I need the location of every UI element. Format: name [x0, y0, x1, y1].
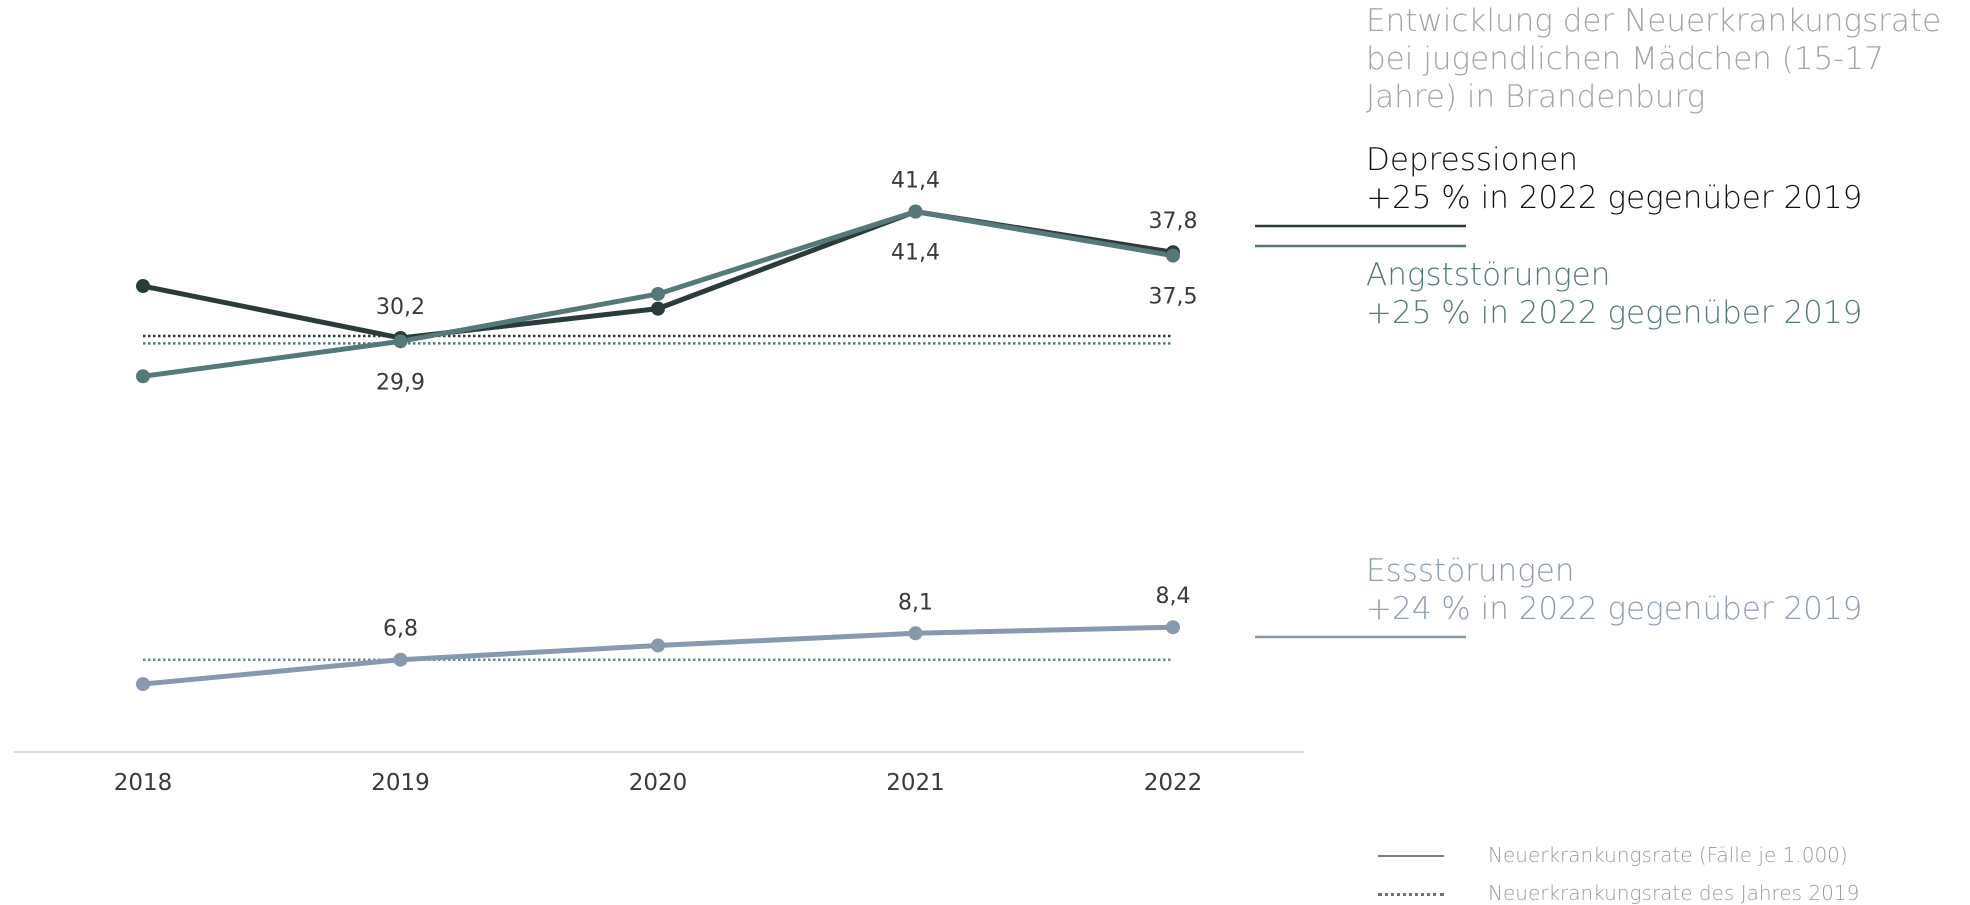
- data-label-essstoerungen-2021: 8,1: [898, 590, 933, 615]
- data-label-angststoerungen-2021: 41,4: [891, 241, 940, 266]
- data-label-depressionen-2019: 30,2: [376, 295, 425, 320]
- data-label-essstoerungen-2019: 6,8: [383, 617, 418, 642]
- data-points-group: [136, 204, 1180, 692]
- legend-label: Neuerkrankungsrate (Fälle je 1.000): [1488, 843, 1848, 867]
- series-name: Essstörungen: [1366, 553, 1575, 589]
- data-point-depressionen-2020: [651, 301, 665, 316]
- data-point-angststoerungen-2018: [136, 369, 150, 384]
- series-label-angststoerungen: Angststörungen +25 % in 2022 gegenüber 2…: [1366, 256, 1862, 332]
- x-tick-label-2021: 2021: [886, 770, 945, 796]
- series-name: Depressionen: [1366, 142, 1579, 178]
- series-line-essstoerungen: [140, 624, 1176, 687]
- chart-title: Entwicklung der Neuerkrankungsrate bei j…: [1366, 3, 1942, 115]
- series-change: +25 % in 2022 gegenüber 2019: [1366, 295, 1863, 331]
- data-point-angststoerungen-2020: [651, 286, 665, 301]
- x-tick-label-2020: 2020: [629, 770, 688, 796]
- data-point-depressionen-2018: [136, 279, 150, 294]
- x-tick-label-2022: 2022: [1144, 770, 1203, 796]
- legend-solid-line-icon: [1378, 855, 1444, 857]
- data-point-angststoerungen-2021: [908, 204, 923, 219]
- x-tick-label-2018: 2018: [114, 770, 173, 796]
- data-label-angststoerungen-2022: 37,5: [1149, 285, 1198, 310]
- legend-label: Neuerkrankungsrate des Jahres 2019: [1488, 881, 1860, 905]
- series-name: Angststörungen: [1366, 257, 1611, 293]
- series-change: +25 % in 2022 gegenüber 2019: [1366, 180, 1863, 216]
- data-point-angststoerungen-2019: [393, 334, 408, 349]
- data-point-essstoerungen-2022: [1166, 620, 1180, 635]
- data-point-essstoerungen-2018: [136, 677, 150, 692]
- label-connectors-group: [1255, 224, 1466, 639]
- data-point-essstoerungen-2020: [651, 638, 665, 653]
- series-label-essstoerungen: Essstörungen +24 % in 2022 gegenüber 201…: [1366, 552, 1862, 628]
- data-label-essstoerungen-2022: 8,4: [1156, 584, 1191, 609]
- data-point-essstoerungen-2021: [908, 626, 923, 641]
- data-label-depressionen-2022: 37,8: [1149, 209, 1198, 234]
- data-label-angststoerungen-2019: 29,9: [376, 370, 425, 395]
- x-tick-label-2019: 2019: [371, 770, 430, 796]
- series-lines-group: [140, 209, 1176, 687]
- x-tick-labels-group: 2018 2019 2020 2021 2022: [114, 770, 1203, 796]
- series-change: +24 % in 2022 gegenüber 2019: [1366, 591, 1863, 627]
- data-point-angststoerungen-2022: [1166, 248, 1180, 263]
- series-label-depressionen: Depressionen +25 % in 2022 gegenüber 201…: [1366, 141, 1862, 217]
- data-label-depressionen-2021: 41,4: [891, 169, 940, 194]
- baselines-group: [143, 334, 1173, 661]
- data-point-essstoerungen-2019: [393, 652, 408, 667]
- legend-dotted-line-icon: [1378, 893, 1444, 896]
- data-labels-group: 30,2 41,4 37,8 29,9 41,4 37,5 6,8 8,1 8,4: [376, 169, 1197, 642]
